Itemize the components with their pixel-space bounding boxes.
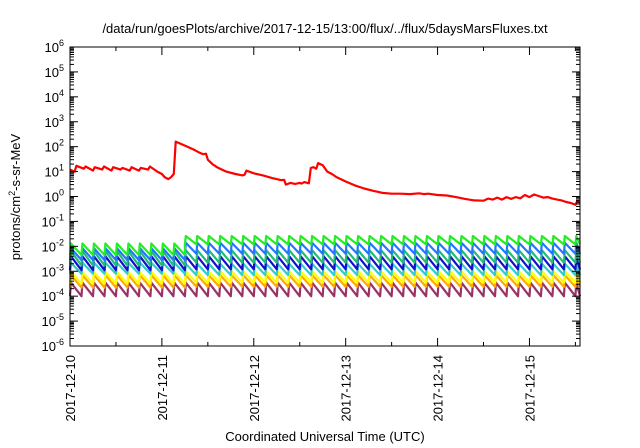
chart-title: /data/run/goesPlots/archive/2017-12-15/1… xyxy=(102,21,548,36)
x-tick-label: 2017-12-10 xyxy=(63,355,78,422)
y-tick-label: 101 xyxy=(45,163,64,180)
y-tick-label: 10-1 xyxy=(42,212,64,229)
y-axis: 10-6 10-5 10-4 10-3 10-2 10-1 100 101 102 103 104 1… xyxy=(42,38,580,354)
y-tick-label: 10-4 xyxy=(42,287,64,304)
x-axis: 2017-12-10 2017-12-11 2017-12-12 2017-12-13… xyxy=(63,47,576,422)
plot-area xyxy=(68,140,582,298)
plot-frame xyxy=(69,46,581,347)
x-axis-label: Coordinated Universal Time (UTC) xyxy=(225,429,424,444)
y-axis-label-base: protons/cm xyxy=(8,196,23,260)
y-tick-label: 103 xyxy=(45,113,64,130)
x-tick-label: 2017-12-15 xyxy=(522,355,537,422)
x-tick-label: 2017-12-11 xyxy=(155,355,170,421)
y-tick-label: 102 xyxy=(45,138,64,155)
x-tick-label: 2017-12-12 xyxy=(247,355,262,422)
x-tick-label: 2017-12-14 xyxy=(431,355,446,422)
series-line-1 xyxy=(68,234,582,257)
y-tick-label: 105 xyxy=(45,63,64,80)
series-line-0 xyxy=(69,140,581,206)
y-axis-label-rest: -s-sr-MeV xyxy=(8,133,23,190)
y-tick-label: 10-2 xyxy=(42,237,64,254)
y-axis-label: protons/cm2-s-sr-MeV xyxy=(7,133,23,260)
y-tick-label: 106 xyxy=(45,38,64,55)
y-tick-label: 10-6 xyxy=(42,337,64,354)
y-tick-label: 104 xyxy=(45,88,64,105)
x-tick-label: 2017-12-13 xyxy=(339,355,354,422)
y-tick-label: 100 xyxy=(45,188,64,205)
y-axis-label-sup: 2 xyxy=(7,191,17,196)
y-tick-label: 10-5 xyxy=(42,312,64,329)
y-tick-label: 10-3 xyxy=(42,262,64,279)
